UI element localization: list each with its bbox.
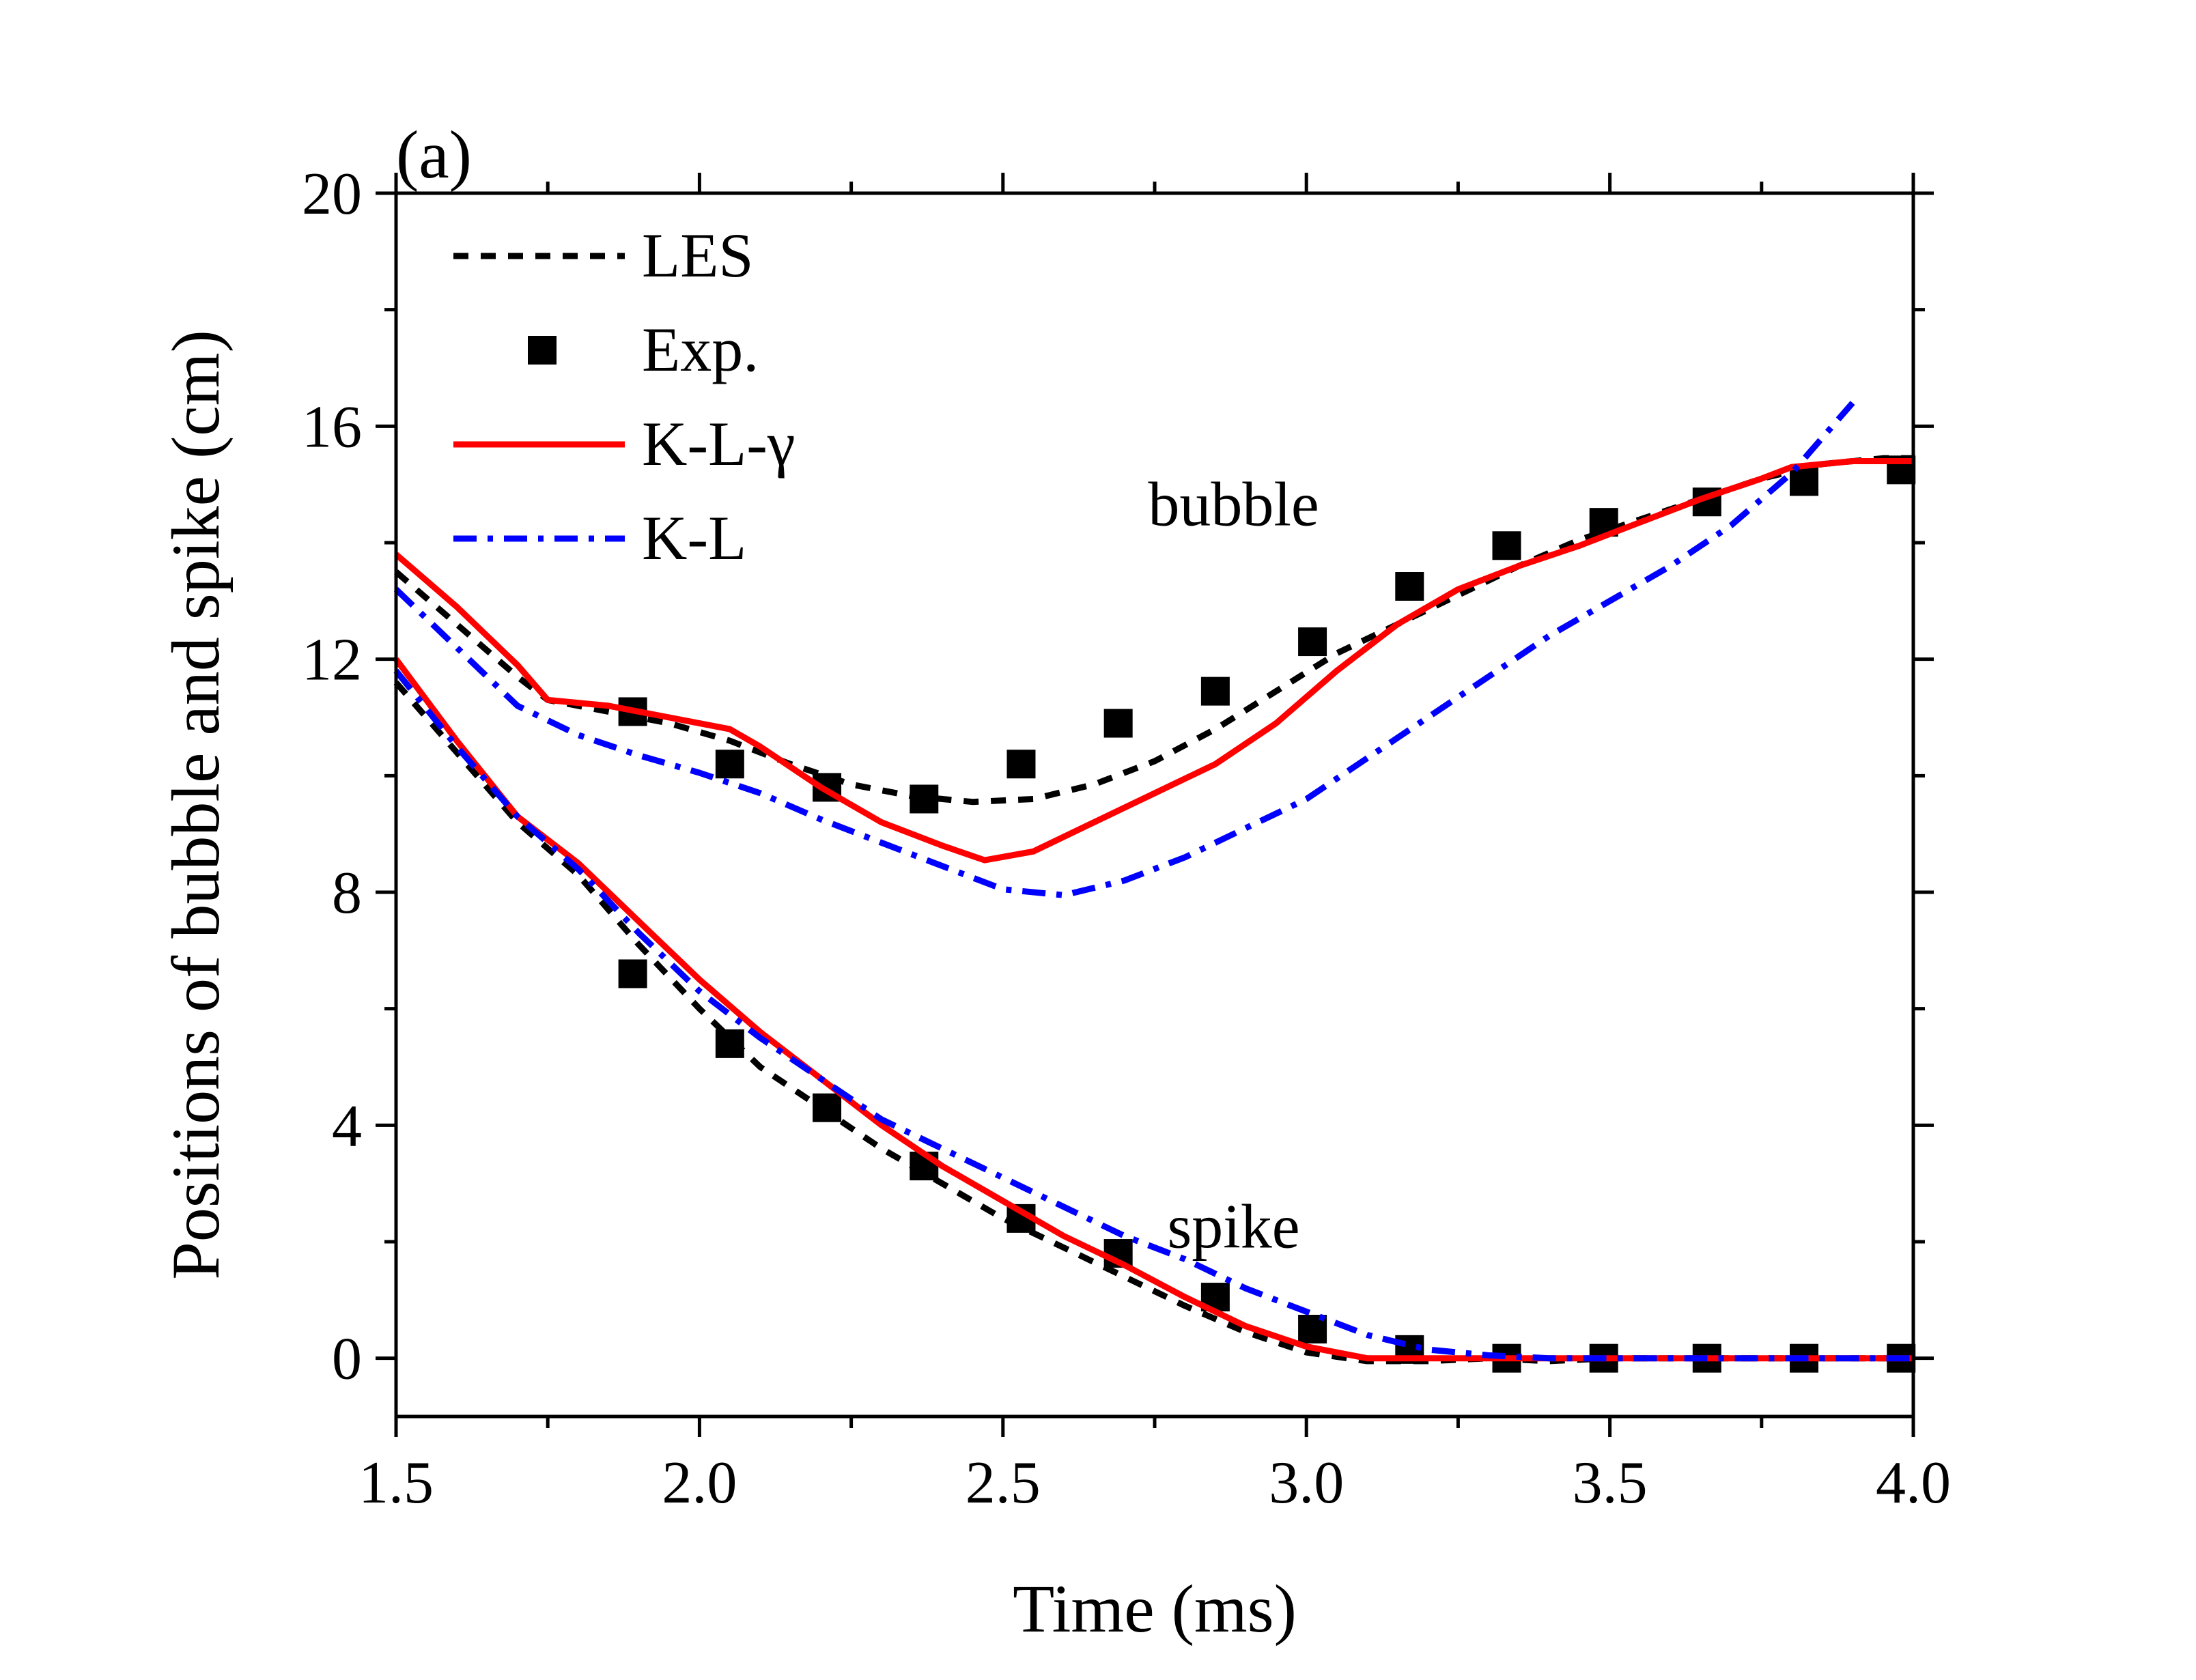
exp-marker-bubble (1298, 627, 1327, 657)
exp-marker-bubble (1790, 467, 1819, 496)
x-tick-label: 2.0 (662, 1450, 737, 1516)
exp-marker-spike (618, 959, 647, 988)
exp-marker-bubble (1395, 572, 1424, 601)
x-axis-title: Time (ms) (1013, 1571, 1297, 1647)
legend: LES Exp. K-L-γ K-L (453, 220, 796, 573)
legend-label-exp: Exp. (642, 315, 759, 384)
y-axis-title: Positions of bubble and spike (cm) (158, 330, 234, 1280)
exp-marker-bubble (1200, 677, 1230, 706)
bubble-annotation: bubble (1148, 469, 1319, 539)
y-tick-label: 8 (332, 860, 362, 926)
x-tick-label: 4.0 (1876, 1450, 1951, 1516)
k-l-spike-line (393, 657, 1913, 1362)
k-l-bubble-line (393, 401, 1855, 898)
spike-annotation: spike (1167, 1192, 1299, 1262)
exp-marker-bubble (1103, 709, 1133, 738)
exp-marker-bubble (910, 784, 939, 814)
exp-marker-spike (813, 1093, 842, 1122)
legend-marker-exp (528, 336, 557, 365)
exp-marker-bubble (1492, 531, 1521, 560)
y-tick-label: 20 (302, 161, 362, 227)
plot-area (393, 401, 1916, 1373)
legend-label-les: LES (642, 220, 754, 290)
x-tick-label: 2.5 (966, 1450, 1041, 1516)
y-tick-label: 4 (332, 1093, 362, 1159)
x-tick-label: 3.0 (1269, 1450, 1344, 1516)
panel-label: (a) (396, 117, 472, 193)
legend-label-k-l: K-L-γ (642, 409, 796, 479)
x-axis: 1.5 2.0 2.5 3.0 3.5 4.0 (358, 173, 1951, 1516)
exp-marker-bubble (715, 750, 744, 779)
legend-label-k-l: K-L (642, 503, 746, 573)
x-tick-label: 1.5 (358, 1450, 434, 1516)
y-axis: 0 4 8 12 16 20 (302, 161, 1934, 1393)
y-tick-label: 12 (302, 627, 362, 694)
annotations: bubble spike (1148, 469, 1319, 1261)
exp-marker-spike (715, 1029, 744, 1058)
x-tick-label: 3.5 (1573, 1450, 1648, 1516)
exp-marker-bubble (1006, 750, 1036, 779)
y-tick-label: 16 (302, 394, 362, 460)
y-tick-label: 0 (332, 1326, 362, 1393)
k-l-bubble-line (394, 458, 1913, 864)
